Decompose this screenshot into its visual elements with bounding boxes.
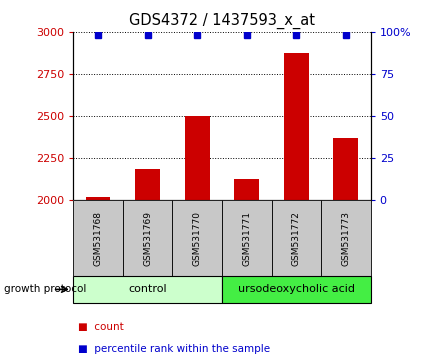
Bar [135,169,160,200]
Bar [123,200,172,276]
Text: GSM531769: GSM531769 [143,211,152,266]
Bar [184,116,209,200]
Bar [221,276,370,303]
Text: GSM531768: GSM531768 [93,211,102,266]
Bar [333,138,357,200]
Bar [234,179,258,200]
Bar [320,200,370,276]
Bar [271,200,320,276]
Text: ■  count: ■ count [77,322,123,332]
Text: growth protocol: growth protocol [4,284,86,295]
Text: ursodeoxycholic acid: ursodeoxycholic acid [237,284,354,295]
Text: GSM531773: GSM531773 [341,211,350,266]
Text: GSM531772: GSM531772 [291,211,300,266]
Text: control: control [128,284,166,295]
Text: GSM531771: GSM531771 [242,211,251,266]
Bar [172,200,221,276]
Bar [283,53,308,200]
Bar [73,200,123,276]
Title: GDS4372 / 1437593_x_at: GDS4372 / 1437593_x_at [129,13,314,29]
Text: ■  percentile rank within the sample: ■ percentile rank within the sample [77,344,269,354]
Text: GSM531770: GSM531770 [192,211,201,266]
Bar [221,200,271,276]
Bar [86,196,110,200]
Bar [73,276,221,303]
